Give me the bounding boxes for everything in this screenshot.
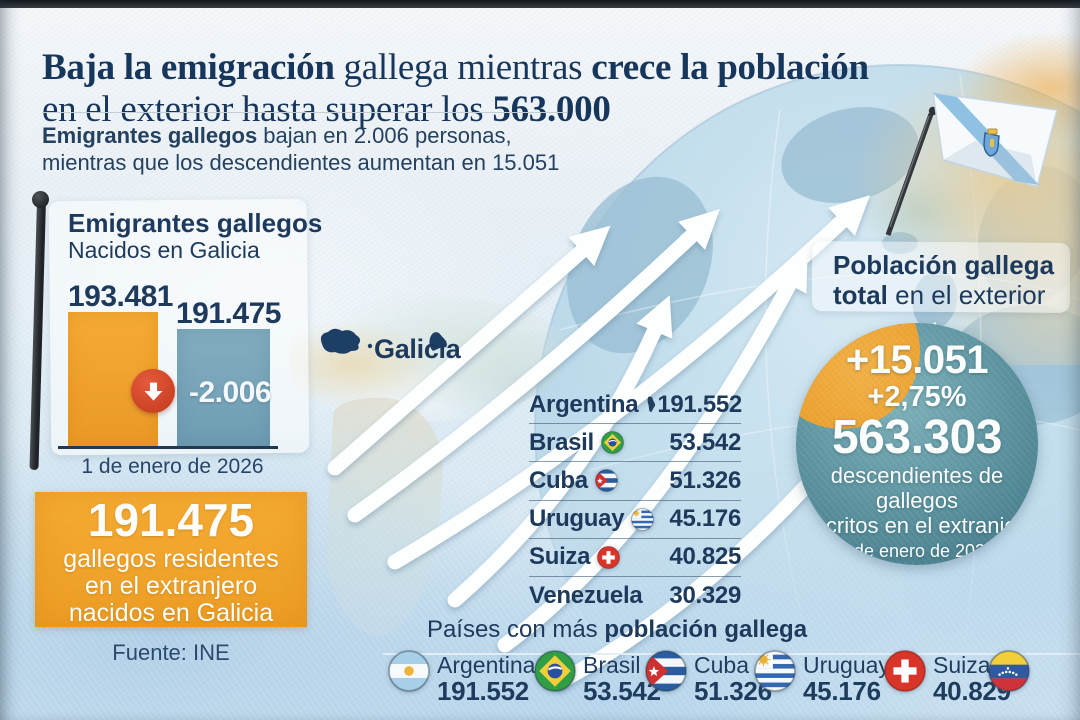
header-segment: en el exterior (887, 280, 1046, 310)
galicia-map-art (290, 294, 568, 422)
title-segment: 563.000 (492, 88, 611, 130)
country-list: Argentina 191.552 Brasil 53.542 Cuba 51.… (529, 386, 742, 614)
country-value: 30.329 (669, 581, 741, 609)
top-frame-edge (0, 0, 1080, 8)
difference-value: -2.006 (189, 376, 272, 409)
highlight-line: en el extranjero (84, 572, 258, 600)
country-value: 40.825 (669, 543, 741, 571)
bottom-country-name: Uruguay (803, 652, 890, 678)
subtitle: Emigrantes gallegos bajan en 2.006 perso… (42, 122, 559, 176)
bubble-date: 1 de enero de 2026 (838, 541, 996, 561)
source-credit: Fuente: INE (112, 640, 230, 665)
country-value: 191.552 (657, 390, 742, 418)
chart-subtitle: Nacidos en Galicia (68, 237, 260, 263)
country-name: Cuba (529, 466, 588, 494)
bottom-title-segment: Países con más (426, 616, 605, 643)
country-name: Brasil (529, 428, 594, 456)
decrease-badge (131, 369, 175, 413)
flag-venezuela-icon (988, 650, 1030, 692)
title-divider (42, 112, 567, 113)
chart-title: Emigrantes gallegos (68, 208, 323, 238)
page-title: Baja la emigración gallega mientras crec… (42, 47, 869, 131)
bottom-item (988, 650, 1030, 692)
header-segment: total (833, 280, 888, 310)
list-item: Venezuela 30.329 (529, 577, 741, 614)
list-item: Argentina 191.552 (529, 386, 742, 425)
flag-suiza-icon (884, 650, 926, 692)
bottom-country-name: Cuba (694, 652, 749, 678)
bottom-country-value: 191.552 (437, 676, 529, 706)
bottom-item: Argentina 191.552 (388, 650, 535, 706)
list-item: Suiza 40.825 (529, 539, 741, 577)
subtitle-segment: mientras que los descendientes aumentan … (42, 150, 560, 175)
galicia-flag-illustration (885, 92, 1058, 236)
bottom-country-name: Suiza (933, 652, 991, 678)
highlight-line: nacidos en Galicia (68, 599, 274, 627)
arrow-down-icon (144, 382, 162, 401)
flag-cuba-icon (645, 650, 687, 692)
title-segment: Baja la emigración (42, 46, 335, 88)
bottom-item: Brasil 53.542 (534, 650, 661, 706)
list-item: Uruguay 45.176 (529, 501, 741, 539)
bar-after (177, 329, 270, 447)
flag-band-line (383, 653, 1080, 655)
flagpole-knob-icon (32, 191, 49, 208)
bubble-text: +15.051 +2,75% 563.303 descendientes de … (796, 323, 1038, 565)
description-line: inscritos en el extranjero (797, 513, 1037, 538)
chart-baseline (58, 446, 278, 449)
country-value: 51.326 (669, 466, 741, 494)
title-segment: en el exterior hasta superar los (42, 88, 493, 130)
header-segment: Población gallega (833, 250, 1055, 280)
country-name: Venezuela (529, 581, 643, 609)
bottom-item: Cuba 51.326 (645, 650, 772, 706)
country-name: Argentina (529, 390, 639, 418)
flag-suiza-icon (597, 546, 620, 569)
bottom-item: Uruguay 45.176 (754, 650, 890, 706)
total-value: 563.303 (831, 411, 1003, 464)
highlight-box: 191.475 gallegos residentes en el extran… (35, 492, 307, 627)
description-line: descendientes de gallegos (830, 463, 1004, 513)
total-population-bubble: +15.051 +2,75% 563.303 descendientes de … (796, 323, 1038, 565)
flag-cuba-icon (595, 469, 618, 492)
flag-uruguay-icon (754, 650, 796, 692)
chart-date: 1 de enero de 2026 (81, 455, 264, 478)
flag-uruguay-icon (631, 508, 654, 531)
country-value: 45.176 (669, 505, 741, 533)
highlight-value: 191.475 (87, 494, 255, 546)
delta-value: +15.051 (845, 338, 989, 382)
flag-argentina-icon (388, 650, 430, 692)
flag-brasil-icon (601, 431, 624, 454)
bottom-title-segment: población gallega (604, 616, 808, 643)
bottom-section-title: Países con más población gallega (382, 616, 852, 644)
bar-value-after: 191.475 (176, 297, 281, 330)
country-name: Uruguay (529, 505, 625, 533)
right-panel-header: Población gallega total en el exterior (833, 250, 1054, 310)
title-segment: gallega mientras (334, 46, 592, 88)
argentina-marker-icon (645, 395, 657, 414)
subtitle-segment: bajan en 2.006 personas, (257, 123, 512, 148)
subtitle-segment: Emigrantes gallegos (42, 123, 258, 148)
list-item: Cuba 51.326 (529, 462, 741, 501)
title-segment: crece la población (591, 46, 869, 88)
country-value: 53.542 (669, 428, 741, 456)
bottom-country-name: Brasil (583, 652, 641, 678)
flag-brasil-icon (534, 650, 576, 692)
bottom-country-name: Argentina (437, 652, 536, 678)
bottom-country-value: 45.176 (803, 676, 881, 706)
bar-value-before: 193.481 (68, 280, 173, 313)
galicia-map-label: Galicia (374, 334, 461, 364)
country-name: Suiza (529, 543, 591, 571)
list-item: Brasil 53.542 (529, 424, 741, 463)
galicia-region-icon (320, 328, 447, 354)
percent-value: +2,75% (867, 381, 967, 413)
highlight-line: gallegos residentes (63, 545, 279, 573)
